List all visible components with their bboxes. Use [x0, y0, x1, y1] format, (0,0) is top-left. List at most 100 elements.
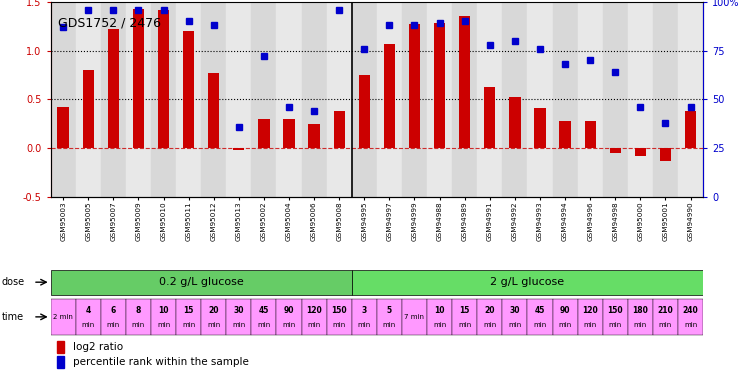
Bar: [327, 299, 352, 335]
Bar: [577, 299, 603, 335]
Text: min: min: [483, 322, 496, 328]
Bar: [132, 9, 144, 148]
Bar: [427, 299, 452, 335]
Bar: [609, 148, 621, 153]
Bar: [126, 299, 151, 335]
Bar: [76, 2, 100, 197]
Text: time: time: [1, 312, 24, 322]
Text: 45: 45: [535, 306, 545, 315]
Text: 4: 4: [86, 306, 91, 315]
Text: 20: 20: [484, 306, 495, 315]
Text: 10: 10: [434, 306, 445, 315]
Bar: [502, 2, 527, 197]
Text: min: min: [559, 322, 571, 328]
Text: min: min: [333, 322, 346, 328]
Bar: [459, 16, 470, 148]
Text: 20: 20: [208, 306, 219, 315]
Bar: [452, 2, 477, 197]
Text: min: min: [307, 322, 321, 328]
Text: min: min: [382, 322, 396, 328]
Text: 2 min: 2 min: [54, 314, 73, 320]
Text: log2 ratio: log2 ratio: [74, 342, 124, 352]
Bar: [553, 299, 577, 335]
Text: 3: 3: [362, 306, 367, 315]
Bar: [427, 2, 452, 197]
Bar: [553, 2, 577, 197]
Text: 120: 120: [583, 306, 598, 315]
Bar: [477, 2, 502, 197]
Bar: [83, 70, 94, 148]
Bar: [352, 2, 377, 197]
Text: min: min: [106, 322, 120, 328]
Text: min: min: [358, 322, 371, 328]
Bar: [208, 73, 219, 148]
Bar: [251, 299, 277, 335]
Bar: [57, 356, 64, 368]
Bar: [352, 270, 703, 295]
Text: GDS1752 / 2476: GDS1752 / 2476: [58, 17, 161, 30]
Bar: [484, 87, 496, 148]
Bar: [352, 299, 377, 335]
Bar: [527, 299, 553, 335]
Bar: [452, 299, 477, 335]
Bar: [176, 2, 201, 197]
Text: 30: 30: [234, 306, 244, 315]
Bar: [653, 299, 678, 335]
Bar: [277, 2, 301, 197]
Text: min: min: [634, 322, 647, 328]
Bar: [176, 299, 201, 335]
Text: min: min: [533, 322, 547, 328]
Bar: [183, 31, 194, 148]
Bar: [333, 111, 344, 148]
Bar: [377, 2, 402, 197]
Bar: [51, 270, 352, 295]
Bar: [258, 119, 269, 148]
Text: min: min: [132, 322, 145, 328]
Bar: [283, 119, 295, 148]
Bar: [57, 341, 64, 352]
Bar: [51, 299, 76, 335]
Text: 6: 6: [111, 306, 116, 315]
Text: min: min: [257, 322, 271, 328]
Text: 120: 120: [307, 306, 322, 315]
Bar: [527, 2, 553, 197]
Bar: [534, 108, 545, 148]
Text: 90: 90: [283, 306, 294, 315]
Bar: [100, 2, 126, 197]
Text: min: min: [433, 322, 446, 328]
Text: 150: 150: [331, 306, 347, 315]
Bar: [653, 2, 678, 197]
Bar: [309, 124, 320, 148]
Text: 240: 240: [683, 306, 699, 315]
Text: 10: 10: [158, 306, 169, 315]
Bar: [226, 2, 251, 197]
Bar: [57, 107, 68, 148]
Bar: [151, 2, 176, 197]
Bar: [233, 148, 245, 150]
Bar: [509, 98, 521, 148]
Bar: [126, 2, 151, 197]
Text: 2 g/L glucose: 2 g/L glucose: [490, 277, 565, 287]
Bar: [76, 299, 100, 335]
Text: 15: 15: [460, 306, 470, 315]
Bar: [678, 299, 703, 335]
Bar: [51, 2, 76, 197]
Bar: [251, 2, 277, 197]
Text: 0.2 g/L glucose: 0.2 g/L glucose: [158, 277, 243, 287]
Bar: [559, 121, 571, 148]
Bar: [100, 299, 126, 335]
Bar: [226, 299, 251, 335]
Text: min: min: [458, 322, 471, 328]
Text: 150: 150: [607, 306, 623, 315]
Text: min: min: [182, 322, 195, 328]
Bar: [660, 148, 671, 161]
Bar: [603, 299, 628, 335]
Text: 45: 45: [259, 306, 269, 315]
Bar: [359, 75, 370, 148]
Bar: [301, 299, 327, 335]
Bar: [377, 299, 402, 335]
Text: dose: dose: [1, 277, 25, 287]
Bar: [628, 299, 653, 335]
Bar: [635, 148, 646, 156]
Text: min: min: [609, 322, 622, 328]
